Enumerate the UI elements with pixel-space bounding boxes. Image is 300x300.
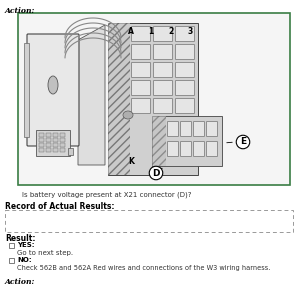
Bar: [60, 148, 65, 152]
Text: Action:: Action:: [5, 278, 35, 286]
Text: Is battery voltage present at X21 connector (D)?: Is battery voltage present at X21 connec…: [22, 192, 191, 199]
Bar: [152, 116, 222, 166]
FancyBboxPatch shape: [154, 98, 172, 113]
FancyBboxPatch shape: [176, 80, 194, 95]
FancyBboxPatch shape: [154, 44, 172, 59]
Text: Result:: Result:: [5, 234, 35, 243]
FancyBboxPatch shape: [131, 80, 151, 95]
Text: Action:: Action:: [5, 7, 35, 15]
Polygon shape: [78, 25, 105, 165]
FancyBboxPatch shape: [167, 142, 178, 157]
Bar: [53, 138, 58, 142]
Bar: [68, 148, 73, 155]
FancyBboxPatch shape: [154, 80, 172, 95]
Text: NO:: NO:: [17, 257, 32, 263]
FancyBboxPatch shape: [206, 142, 218, 157]
Bar: [60, 133, 65, 137]
Bar: [36, 130, 70, 156]
Bar: [24, 43, 29, 137]
Text: Record of Actual Results:: Record of Actual Results:: [5, 202, 115, 211]
Text: 2: 2: [168, 27, 173, 36]
Text: K: K: [128, 157, 134, 166]
FancyBboxPatch shape: [176, 26, 194, 41]
FancyBboxPatch shape: [181, 142, 191, 157]
FancyBboxPatch shape: [176, 44, 194, 59]
Bar: [9, 243, 14, 248]
Bar: [53, 133, 58, 137]
Text: D: D: [152, 169, 160, 178]
Bar: [18, 13, 290, 185]
Bar: [60, 138, 65, 142]
FancyBboxPatch shape: [131, 26, 151, 41]
Bar: [60, 143, 65, 147]
Bar: [46, 133, 51, 137]
FancyBboxPatch shape: [194, 142, 205, 157]
Bar: [9, 258, 14, 263]
Bar: [46, 143, 51, 147]
FancyBboxPatch shape: [176, 62, 194, 77]
Bar: [53, 148, 58, 152]
Bar: [39, 138, 44, 142]
Bar: [46, 148, 51, 152]
FancyBboxPatch shape: [131, 98, 151, 113]
Bar: [53, 143, 58, 147]
Text: YES:: YES:: [17, 242, 34, 248]
Ellipse shape: [123, 111, 133, 119]
Bar: [152, 116, 166, 166]
FancyBboxPatch shape: [181, 122, 191, 136]
Bar: [46, 138, 51, 142]
Bar: [39, 148, 44, 152]
FancyBboxPatch shape: [206, 122, 218, 136]
Ellipse shape: [48, 76, 58, 94]
Bar: [39, 133, 44, 137]
Bar: [39, 143, 44, 147]
Text: A: A: [128, 27, 134, 36]
Bar: [108, 23, 130, 175]
Text: Check 562B and 562A Red wires and connections of the W3 wiring harness.: Check 562B and 562A Red wires and connec…: [17, 265, 270, 271]
Text: Go to next step.: Go to next step.: [17, 250, 73, 256]
FancyBboxPatch shape: [154, 26, 172, 41]
FancyBboxPatch shape: [154, 62, 172, 77]
Text: 3: 3: [188, 27, 193, 36]
Bar: [108, 23, 198, 175]
Bar: [5, 210, 293, 232]
Text: 1: 1: [148, 27, 153, 36]
FancyBboxPatch shape: [194, 122, 205, 136]
FancyBboxPatch shape: [131, 62, 151, 77]
FancyBboxPatch shape: [167, 122, 178, 136]
Text: E: E: [240, 137, 246, 146]
FancyBboxPatch shape: [176, 98, 194, 113]
FancyBboxPatch shape: [131, 44, 151, 59]
FancyBboxPatch shape: [27, 34, 79, 146]
